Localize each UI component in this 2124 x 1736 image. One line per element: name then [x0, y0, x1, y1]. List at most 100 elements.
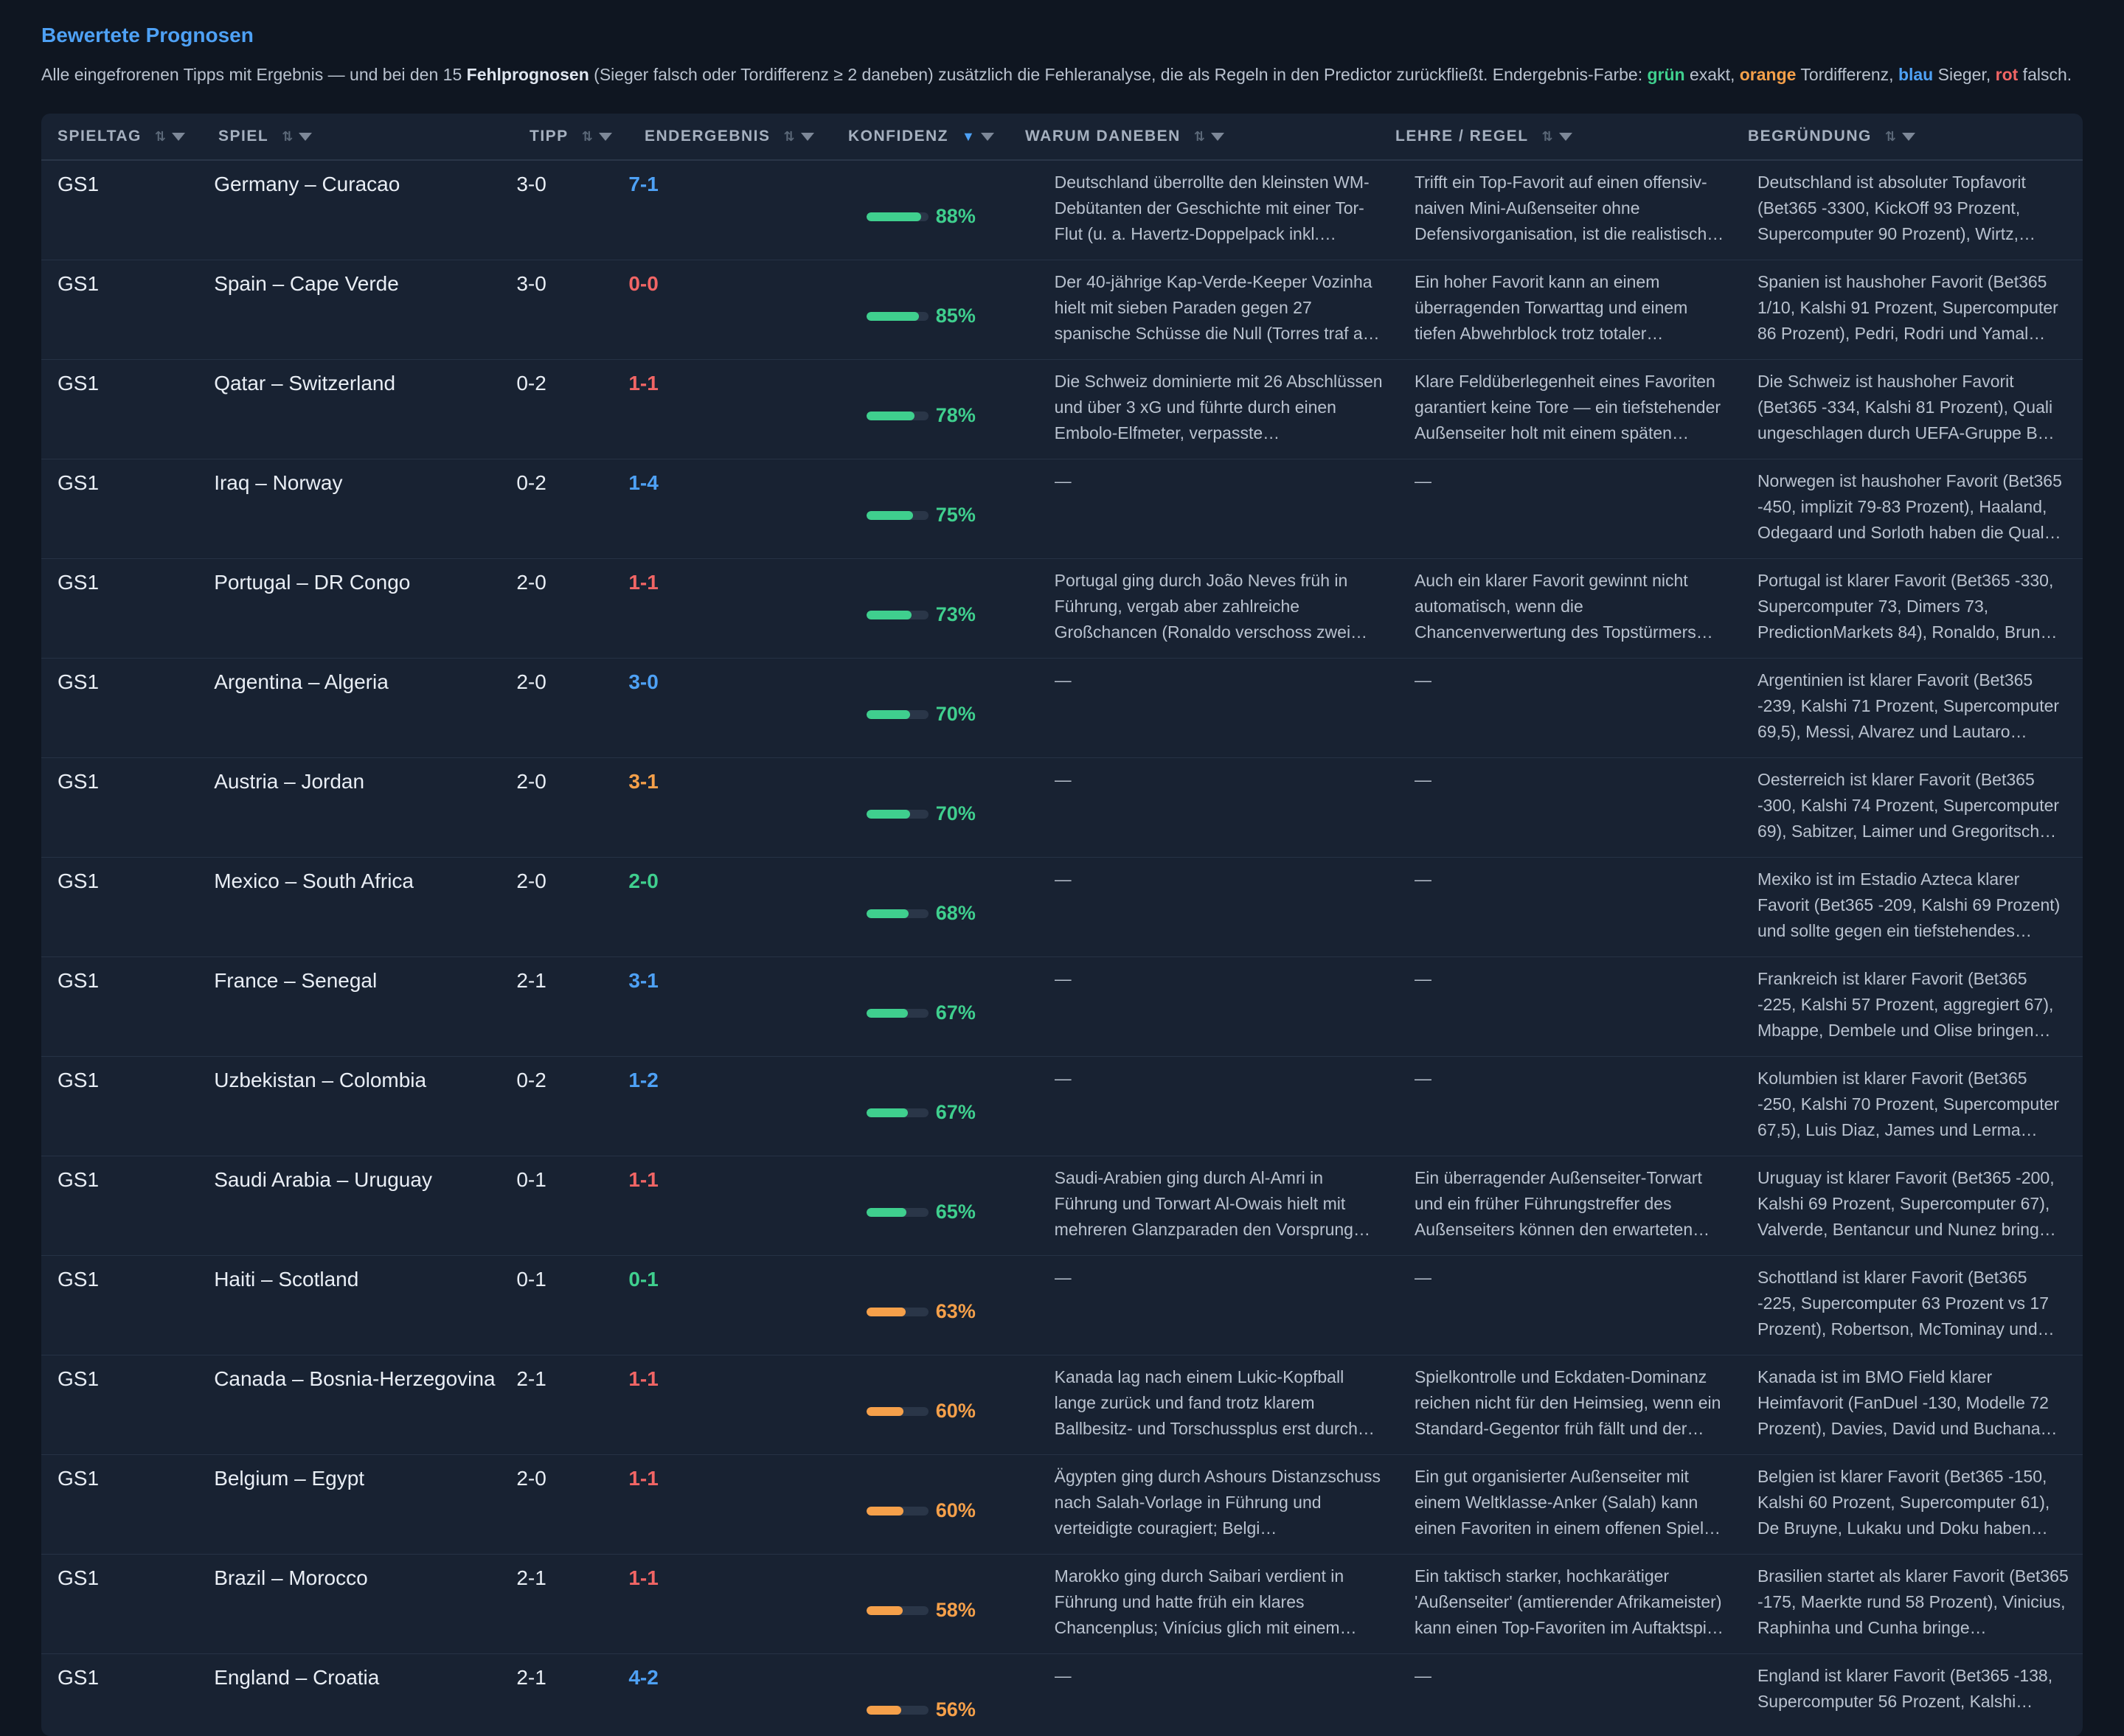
table-row[interactable]: GS1 England – Croatia 2-1 4-2 56% — — England i…: [41, 1654, 2083, 1736]
filter-icon[interactable]: [299, 132, 313, 141]
reasoning-cell: Mexiko ist im Estadio Azteca klarer Favo…: [1757, 869, 2061, 940]
matchday-cell: GS1: [58, 1367, 100, 1390]
filter-icon[interactable]: [1558, 132, 1572, 141]
matchday-cell: GS1: [58, 670, 100, 693]
tip-cell: 2-1: [516, 1367, 546, 1390]
confidence-cell: 88%: [811, 161, 1038, 260]
confidence-bar-fill: [866, 1606, 903, 1615]
confidence-bar-fill: [866, 909, 909, 918]
tip-cell: 2-1: [516, 1666, 546, 1689]
table-row[interactable]: GS1 Saudi Arabia – Uruguay 0-1 1-1 65% Saudi-…: [41, 1156, 2083, 1256]
confidence-value: 67%: [935, 1100, 976, 1123]
filter-icon[interactable]: [1901, 132, 1915, 141]
column-header-tipp[interactable]: TIPP ⇅: [513, 114, 628, 159]
matchday-cell: GS1: [58, 471, 100, 494]
match-cell: Saudi Arabia – Uruguay: [214, 1168, 432, 1191]
column-header-begruendung[interactable]: BEGRÜNDUNG ⇅: [1732, 114, 2083, 159]
table-row[interactable]: GS1 Belgium – Egypt 2-0 1-1 60% Ägypten ging …: [41, 1455, 2083, 1555]
why-wrong-cell: —: [1054, 869, 1072, 889]
table-row[interactable]: GS1 Uzbekistan – Colombia 0-2 1-2 67% — — Kolum…: [41, 1057, 2083, 1156]
match-cell: France – Senegal: [214, 969, 378, 992]
why-wrong-cell: —: [1054, 670, 1072, 690]
confidence-cell: 70%: [811, 758, 1038, 857]
column-header-spieltag[interactable]: SPIELTAG ⇅: [41, 114, 202, 159]
filter-icon[interactable]: [598, 132, 612, 141]
table-row[interactable]: GS1 France – Senegal 2-1 3-1 67% — — Frankreich…: [41, 957, 2083, 1057]
column-header-label: TIPP: [530, 128, 569, 145]
tip-cell: 0-1: [516, 1168, 546, 1191]
confidence-value: 75%: [935, 503, 976, 526]
result-value: 3-1: [628, 770, 659, 793]
confidence-bar-fill: [866, 710, 910, 719]
column-header-lehre-regel[interactable]: LEHRE / REGEL ⇅: [1379, 114, 1732, 159]
lesson-rule-cell: Ein taktisch starker, hochkarätiger 'Auß…: [1414, 1566, 1724, 1637]
confidence-bar-fill: [866, 312, 920, 321]
filter-icon[interactable]: [1210, 132, 1224, 141]
matchday-cell: GS1: [58, 1467, 100, 1490]
confidence-bar: [866, 1706, 929, 1715]
column-header-konfidenz[interactable]: KONFIDENZ ▼: [832, 114, 1009, 159]
result-value: 1-4: [628, 471, 659, 494]
column-header-spiel[interactable]: SPIEL ⇅: [202, 114, 513, 159]
reasoning-cell: Kanada ist im BMO Field klarer Heimfavor…: [1757, 1367, 2058, 1438]
table-row[interactable]: GS1 Brazil – Morocco 2-1 1-1 58% Marokko ging…: [41, 1555, 2083, 1654]
table-row[interactable]: GS1 Spain – Cape Verde 3-0 0-0 85% Der 40-jäh…: [41, 260, 2083, 360]
table-row[interactable]: GS1 Mexico – South Africa 2-0 2-0 68% — — Mexik…: [41, 858, 2083, 957]
result-value: 1-1: [628, 1467, 659, 1490]
confidence-cell: 78%: [811, 360, 1038, 459]
filter-icon[interactable]: [172, 132, 185, 141]
matchday-cell: GS1: [58, 1566, 100, 1589]
table-row[interactable]: GS1 Haiti – Scotland 0-1 0-1 63% — — Schottland…: [41, 1256, 2083, 1355]
column-header-label: WARUM DANEBEN: [1025, 128, 1181, 145]
legend-orange: orange: [1739, 65, 1797, 84]
sort-icon[interactable]: ⇅: [282, 128, 294, 144]
table-row[interactable]: GS1 Portugal – DR Congo 2-0 1-1 73% Portugal …: [41, 559, 2083, 659]
sort-icon[interactable]: ⇅: [783, 128, 795, 144]
confidence-bar: [866, 1308, 929, 1316]
filter-icon[interactable]: [980, 132, 994, 141]
match-cell: Argentina – Algeria: [214, 670, 389, 693]
table-row[interactable]: GS1 Argentina – Algeria 2-0 3-0 70% — — Argenti…: [41, 659, 2083, 758]
sort-icon[interactable]: ⇅: [1884, 128, 1896, 144]
confidence-cell: 56%: [811, 1654, 1038, 1736]
table-row[interactable]: GS1 Iraq – Norway 0-2 1-4 75% — — Norwegen ist …: [41, 459, 2083, 559]
matchday-cell: GS1: [58, 571, 100, 594]
tip-cell: 2-1: [516, 1566, 546, 1589]
sort-icon[interactable]: ⇅: [1193, 128, 1205, 144]
match-cell: Uzbekistan – Colombia: [214, 1069, 427, 1091]
tip-cell: 3-0: [516, 272, 546, 295]
why-wrong-cell: Die Schweiz dominierte mit 26 Abschlüsse…: [1054, 372, 1383, 442]
confidence-bar-fill: [866, 212, 921, 221]
confidence-cell: 70%: [811, 659, 1038, 757]
lesson-rule-cell: Ein hoher Favorit kann an einem überrage…: [1414, 272, 1688, 343]
intro-part: Alle eingefrorenen Tipps mit Ergebnis — …: [41, 65, 467, 84]
confidence-bar: [866, 1407, 929, 1416]
confidence-bar-fill: [866, 1009, 909, 1018]
table-row[interactable]: GS1 Qatar – Switzerland 0-2 1-1 78% Die Schwe…: [41, 360, 2083, 459]
tip-cell: 2-0: [516, 770, 546, 793]
column-header-warum-daneben[interactable]: WARUM DANEBEN ⇅: [1009, 114, 1379, 159]
sort-icon[interactable]: ⇅: [581, 128, 593, 144]
filter-icon[interactable]: [800, 132, 814, 141]
match-cell: Portugal – DR Congo: [214, 571, 411, 594]
sort-icon[interactable]: ⇅: [1541, 128, 1553, 144]
table-row[interactable]: GS1 Germany – Curacao 3-0 7-1 88% Deutschland…: [41, 161, 2083, 260]
confidence-cell: 85%: [811, 260, 1038, 359]
result-value: 1-1: [628, 1168, 659, 1191]
matchday-cell: GS1: [58, 770, 100, 793]
result-value: 2-0: [628, 869, 659, 892]
confidence-bar-fill: [866, 810, 910, 819]
sort-icon[interactable]: ▼: [962, 128, 975, 144]
reasoning-cell: Kolumbien ist klarer Favorit (Bet365 -25…: [1757, 1069, 2060, 1139]
lesson-rule-cell: Spielkontrolle und Eckdaten-Dominanz rei…: [1414, 1367, 1721, 1438]
intro-part: (Sieger falsch oder Tordifferenz ≥ 2 dan…: [589, 65, 1648, 84]
table-row[interactable]: GS1 Austria – Jordan 2-0 3-1 70% — — Oesterreic…: [41, 758, 2083, 858]
sort-icon[interactable]: ⇅: [154, 128, 166, 144]
why-wrong-cell: Ägypten ging durch Ashours Distanzschuss…: [1054, 1467, 1381, 1538]
lesson-rule-cell: —: [1414, 670, 1431, 690]
reasoning-cell: Argentinien ist klarer Favorit (Bet365 -…: [1757, 670, 2060, 741]
column-header-endergebnis[interactable]: ENDERGEBNIS ⇅: [628, 114, 832, 159]
why-wrong-cell: Marokko ging durch Saibari verdient in F…: [1054, 1566, 1357, 1637]
table-row[interactable]: GS1 Canada – Bosnia-Herzegovina 2-1 1-1 60% K…: [41, 1355, 2083, 1455]
match-cell: Haiti – Scotland: [214, 1268, 359, 1291]
